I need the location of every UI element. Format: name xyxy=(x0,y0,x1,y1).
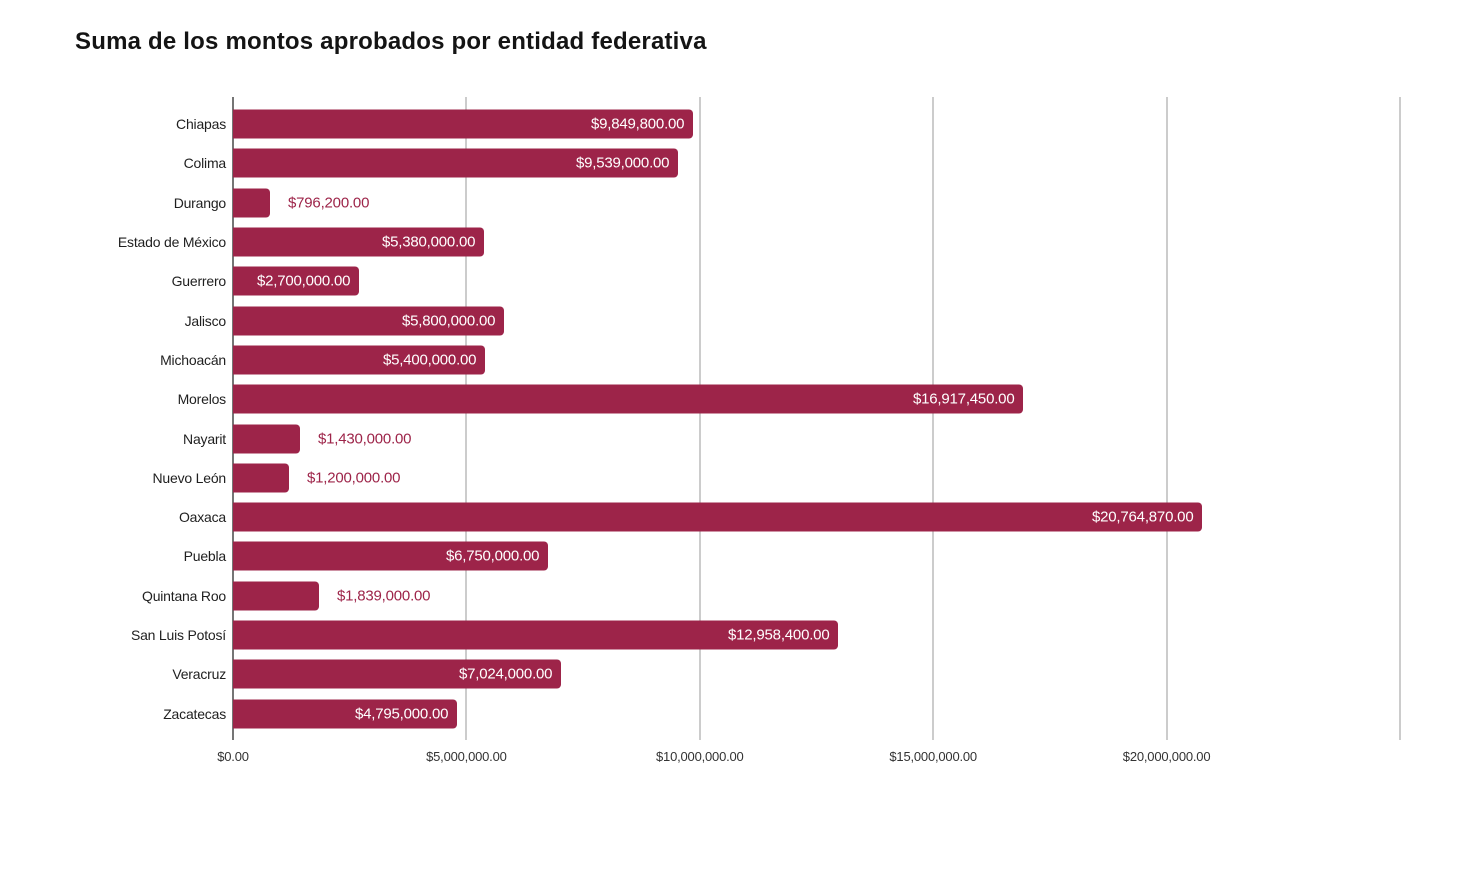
value-label: $12,958,400.00 xyxy=(728,626,830,644)
category-label: Quintana Roo xyxy=(142,587,226,604)
category-label: San Luis Potosí xyxy=(130,627,226,644)
category-label: Oaxaca xyxy=(178,509,226,526)
bar-row: Nuevo León $1,200,000.00 xyxy=(152,458,1400,497)
bar-row: Veracruz $7,024,000.00 xyxy=(172,655,1400,694)
category-label: Chiapas xyxy=(176,116,226,133)
bar[interactable] xyxy=(233,699,457,729)
bar[interactable] xyxy=(233,541,549,571)
category-label: Zacatecas xyxy=(163,705,226,722)
value-label: $5,380,000.00 xyxy=(382,233,476,251)
bar[interactable] xyxy=(233,266,360,296)
gridline xyxy=(1165,97,1168,740)
bar-row: Zacatecas $4,795,000.00 xyxy=(163,694,1400,733)
category-label: Morelos xyxy=(177,391,227,408)
gridline xyxy=(698,97,701,740)
bar[interactable] xyxy=(233,109,693,139)
gridline xyxy=(465,97,468,740)
category-label: Durango xyxy=(173,194,227,211)
bar-row: Chiapas $9,849,800.00 xyxy=(176,105,1400,144)
category-label: Estado de México xyxy=(117,234,226,251)
bar-row: Guerrero $2,700,000.00 xyxy=(172,262,1400,301)
y-axis-line xyxy=(232,97,234,740)
value-label: $5,400,000.00 xyxy=(383,351,477,369)
value-label: $5,800,000.00 xyxy=(402,312,496,330)
bar-row: Jalisco $5,800,000.00 xyxy=(185,301,1400,340)
bar-row: Durango $796,200.00 xyxy=(174,183,1400,222)
bar[interactable] xyxy=(233,148,679,178)
value-label: $4,795,000.00 xyxy=(355,705,449,723)
x-tick-label: $20,000,000.00 xyxy=(1122,749,1211,764)
x-tick-label: $5,000,000.00 xyxy=(426,749,507,764)
value-label: $1,839,000.00 xyxy=(337,587,431,605)
category-label: Colima xyxy=(183,155,227,172)
value-label: $2,700,000.00 xyxy=(257,272,351,290)
bar[interactable] xyxy=(233,463,290,493)
value-label: $7,024,000.00 xyxy=(459,665,553,683)
value-label: $20,764,870.00 xyxy=(1092,508,1194,526)
bar[interactable] xyxy=(233,659,561,689)
bar[interactable] xyxy=(233,424,300,454)
bar[interactable] xyxy=(233,620,838,650)
bar[interactable] xyxy=(233,227,485,257)
category-label: Jalisco xyxy=(184,312,227,329)
category-label: Guerrero xyxy=(171,273,227,290)
bar[interactable] xyxy=(233,581,319,611)
category-label: Nuevo León xyxy=(152,469,226,486)
category-label: Michoacán xyxy=(160,351,226,368)
bar-row: Quintana Roo $1,839,000.00 xyxy=(142,576,1400,615)
gridline xyxy=(932,97,935,740)
category-label: Veracruz xyxy=(172,666,226,683)
value-label: $1,200,000.00 xyxy=(307,469,401,487)
bar-row: Colima $9,539,000.00 xyxy=(184,144,1400,183)
bar-row: Nayarit $1,430,000.00 xyxy=(183,419,1400,458)
bar[interactable] xyxy=(233,345,486,375)
category-label: Nayarit xyxy=(183,430,226,447)
bar-row: Puebla $6,750,000.00 xyxy=(184,537,1400,576)
bar-row: Oaxaca $20,764,870.00 xyxy=(179,498,1400,537)
bar-row: Michoacán $5,400,000.00 xyxy=(160,340,1400,379)
x-tick-label: $15,000,000.00 xyxy=(889,749,977,764)
category-label: Puebla xyxy=(183,548,227,565)
bar-row: Morelos $16,917,450.00 xyxy=(178,380,1400,419)
value-label: $796,200.00 xyxy=(288,194,370,212)
value-label: $9,539,000.00 xyxy=(576,154,670,172)
gridline xyxy=(1399,97,1401,740)
plot-area: $0.00 $5,000,000.00 $10,000,000.00 $15,000,… xyxy=(118,97,1401,764)
bar[interactable] xyxy=(233,384,1023,414)
bar-row: San Luis Potosí $12,958,400.00 xyxy=(131,615,1400,654)
bar[interactable] xyxy=(233,306,504,336)
bar[interactable] xyxy=(233,502,1203,532)
value-label: $16,917,450.00 xyxy=(913,390,1015,408)
chart-title: Suma de los montos aprobados por entidad… xyxy=(75,28,707,55)
bar-row: Estado de México $5,380,000.00 xyxy=(118,222,1400,261)
x-tick-label: $0.00 xyxy=(217,749,249,764)
value-label: $1,430,000.00 xyxy=(318,430,412,448)
bar[interactable] xyxy=(233,188,271,218)
x-tick-label: $10,000,000.00 xyxy=(656,749,744,764)
value-label: $6,750,000.00 xyxy=(446,547,540,565)
value-label: $9,849,800.00 xyxy=(591,115,685,133)
